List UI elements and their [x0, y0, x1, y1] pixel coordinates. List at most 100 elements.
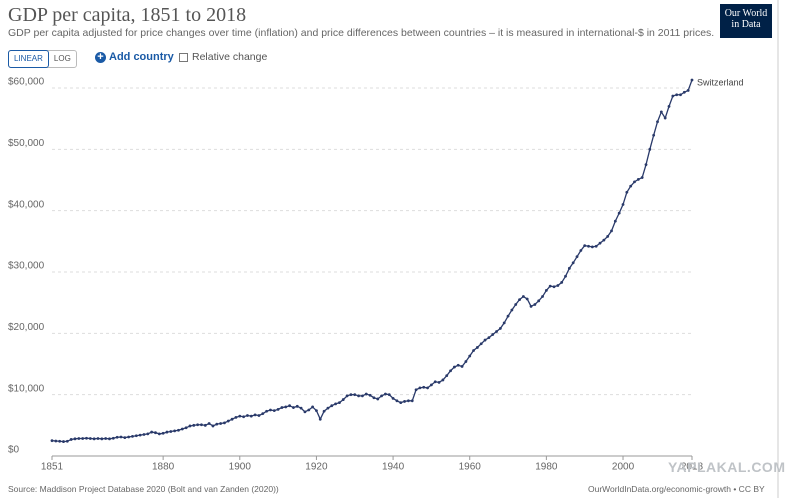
data-point [468, 354, 472, 358]
data-point [387, 393, 391, 397]
data-point [598, 241, 602, 245]
data-point [564, 274, 567, 278]
data-point [548, 284, 552, 288]
data-point [184, 426, 188, 430]
data-point [330, 404, 334, 408]
series-label: Switzerland [697, 77, 744, 87]
data-point [357, 394, 360, 398]
data-point [675, 93, 679, 97]
data-point [525, 297, 529, 301]
data-point [81, 437, 85, 440]
data-point [384, 392, 387, 396]
logo[interactable]: Our World in Data [720, 4, 772, 38]
data-point [663, 116, 667, 120]
data-point [449, 369, 452, 373]
data-point [679, 93, 682, 97]
watermark: YAPLAKAL.COM [668, 459, 786, 475]
y-tick-label: $10,000 [8, 383, 45, 394]
source[interactable]: Source: Maddison Project Database 2020 (… [8, 484, 279, 494]
x-tick-label: 1960 [459, 462, 482, 473]
data-point [322, 409, 326, 413]
data-point [376, 397, 380, 401]
log-button[interactable]: LOG [53, 54, 71, 63]
data-point [640, 176, 644, 179]
url[interactable]: OurWorldInData.org/economic-growth • CC … [588, 484, 765, 494]
data-point [307, 408, 311, 412]
data-point [391, 396, 395, 400]
data-point [62, 440, 65, 443]
data-point [407, 399, 410, 403]
data-line [51, 79, 693, 443]
data-point [667, 105, 671, 108]
data-point [541, 295, 544, 298]
data-point [200, 423, 203, 427]
chart-title: GDP per capita, 1851 to 2018 [8, 4, 247, 26]
data-point [483, 338, 487, 342]
data-point [422, 385, 426, 389]
linear-button[interactable]: LINEAR [8, 50, 49, 68]
data-point [617, 211, 621, 215]
data-point [361, 394, 364, 398]
data-point [50, 439, 54, 443]
data-point [280, 406, 284, 409]
data-point [219, 422, 223, 425]
data-point [119, 435, 123, 439]
data-point [223, 421, 226, 425]
add-country-button[interactable]: + Add country [95, 51, 174, 63]
data-point [441, 378, 445, 382]
data-point [403, 400, 406, 403]
x-tick-label: 2018 [681, 462, 704, 473]
data-point [464, 360, 468, 363]
data-point [150, 430, 154, 434]
data-point [261, 412, 265, 416]
data-point [177, 428, 180, 432]
data-point [518, 298, 521, 301]
data-point [671, 94, 675, 98]
data-point [529, 304, 533, 308]
data-point [380, 394, 383, 398]
data-point [426, 386, 429, 390]
y-tick-label: $0 [8, 445, 20, 456]
add-country-label: Add country [109, 51, 174, 63]
data-point [226, 419, 230, 423]
plus-icon: + [95, 51, 106, 63]
x-tick-label: 2000 [612, 462, 635, 473]
data-point [567, 266, 571, 270]
data-point [134, 434, 138, 438]
data-point [690, 78, 694, 82]
data-point [111, 436, 115, 440]
data-point [648, 147, 652, 151]
data-point [575, 255, 579, 259]
relative-change-label: Relative change [192, 51, 268, 63]
data-point [203, 423, 207, 427]
data-point [587, 244, 590, 248]
data-point [272, 409, 276, 413]
data-point [552, 285, 556, 289]
data-point [583, 244, 587, 248]
data-point [180, 427, 184, 431]
data-point [682, 90, 686, 94]
data-point [88, 437, 92, 440]
data-point [269, 408, 272, 412]
relative-change-toggle[interactable]: Relative change [179, 51, 267, 63]
data-point [253, 413, 257, 417]
data-point [502, 321, 506, 325]
y-tick-label: $40,000 [8, 199, 45, 210]
data-point [353, 393, 357, 397]
data-point [142, 433, 146, 436]
data-point [433, 380, 437, 384]
data-point [498, 327, 502, 330]
data-point [73, 437, 77, 441]
data-point [169, 430, 173, 433]
data-point [590, 245, 594, 249]
data-point [265, 409, 269, 413]
x-tick-label: 1900 [229, 462, 252, 473]
data-point [192, 423, 196, 427]
data-point [276, 407, 280, 411]
data-point [610, 229, 613, 233]
chart-subtitle: GDP per capita adjusted for price change… [8, 27, 715, 39]
data-point [506, 314, 510, 318]
data-point [621, 203, 625, 206]
